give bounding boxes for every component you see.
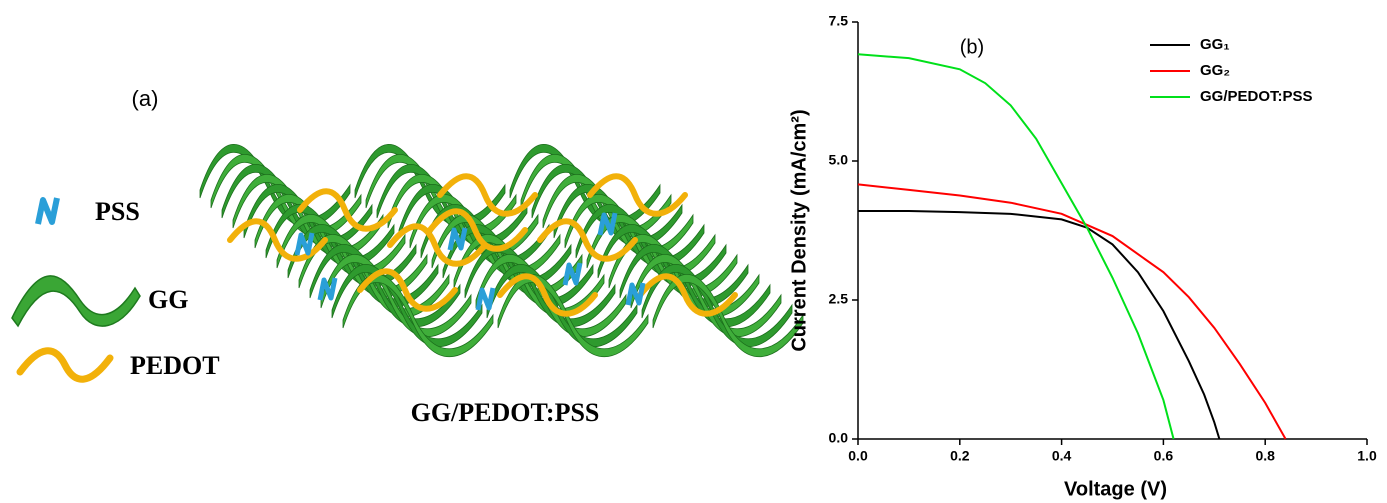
gg-sheet [354,144,506,228]
pss-icon [35,197,60,225]
gg-sheet [265,204,417,288]
gg-sheet [221,164,373,248]
gg-sheet [320,254,472,338]
y-tick-label: 2.5 [829,291,849,307]
legend-label: GG/PEDOT:PSS [1200,88,1313,105]
pedot-chain [427,208,528,252]
gg-sheet [309,244,461,328]
pss-chain [562,262,583,286]
pedot-chain [437,173,538,217]
x-tick-label: 0.6 [1154,448,1174,464]
y-tick-label: 0.0 [829,430,849,446]
gg-sheet [608,234,760,318]
gg-sheet [520,154,672,238]
y-axis-label: Current Density (mA/cm²) [788,109,810,351]
gg-sheet [531,164,683,248]
pedot-chain [387,223,488,267]
gg-sheet [199,144,351,228]
caption: GG/PEDOT:PSS [411,398,600,427]
x-tick-label: 1.0 [1357,448,1377,464]
gg-sheet [376,164,528,248]
gg-sheet [409,194,561,278]
curve [858,210,1221,440]
gg-sheet [564,194,716,278]
gg-sheet [652,274,804,358]
x-tick-label: 0.4 [1052,448,1072,464]
y-tick-label: 5.0 [829,152,849,168]
gg-icon [11,275,141,328]
x-tick-label: 0.2 [950,448,970,464]
pedot-chain [297,188,398,232]
gg-sheet [630,254,782,338]
gg-sheet [342,274,494,358]
pedot-chain [357,268,458,312]
pss-chain [475,287,496,311]
gg-sheet [586,214,738,298]
gg-sheet [254,194,406,278]
gg-sheet [619,244,771,328]
curve [857,183,1287,440]
y-tick-label: 7.5 [829,13,849,29]
gg-sheet [509,144,661,228]
legend-label: PEDOT [130,351,220,380]
panel-label: (a) [132,86,159,111]
x-tick-label: 0.8 [1255,448,1275,464]
gg-sheet [641,264,793,348]
pss-chain [625,282,646,306]
gg-sheet [453,234,605,318]
pedot-chain [497,273,598,317]
pss-chain [597,212,618,236]
gg-sheet [298,234,450,318]
pedot-chain [637,273,738,317]
legend-label: GG₂ [1200,62,1230,79]
gg-sheet [387,174,539,258]
gg-sheet [597,224,749,308]
x-axis-label: Voltage (V) [1064,478,1167,500]
gg-sheet [287,224,439,308]
chart: 0.0 2.5 5.0 7.5 0.0 0.2 0.4 0.6 0.8 1.0 Voltage (V… [788,13,1377,501]
gg-sheet [575,204,727,288]
pedot-chain [537,218,638,262]
curve [857,53,1175,440]
gg-sheet [210,154,362,238]
gg-sheet [542,174,694,258]
gg-sheet [276,214,428,298]
annotation: (b) [960,36,984,58]
pss-chain [447,227,468,251]
legend-label: PSS [95,197,140,226]
pedot-icon [16,347,114,383]
x-tick-label: 0.0 [848,448,868,464]
gg-sheet [365,154,517,238]
gg-sheet [464,244,616,328]
legend-label: GG₁ [1200,36,1230,53]
gg-sheet [243,184,395,268]
pedot-chain [587,173,688,217]
legend-label: GG [148,285,188,314]
gg-sheet [442,224,594,308]
schematic [199,144,804,358]
pss-chain [294,232,315,256]
pss-chain [317,277,338,301]
gg-sheet [553,184,705,268]
